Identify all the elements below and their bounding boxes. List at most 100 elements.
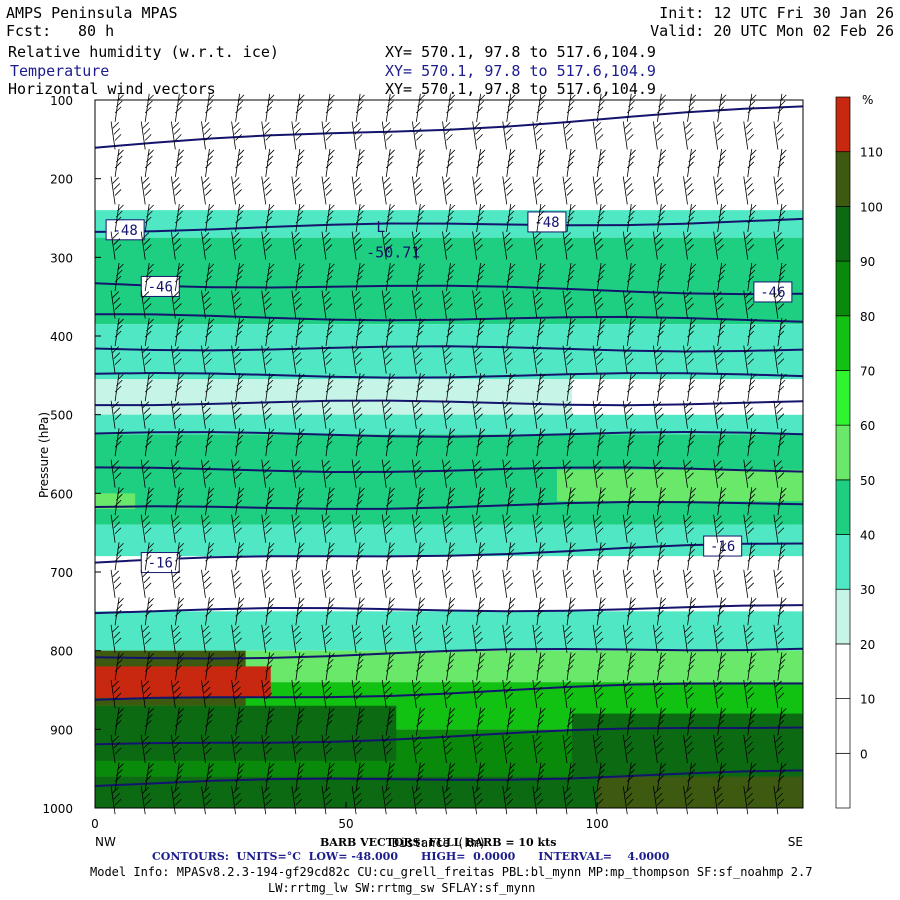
- wind-barb: [687, 148, 697, 177]
- wind-barb: [170, 176, 182, 205]
- wind-barb: [536, 542, 546, 571]
- wind-barb: [777, 318, 787, 347]
- wind-barb: [592, 400, 604, 429]
- wind-barb: [140, 231, 152, 260]
- contour-annotation: -50.71: [366, 243, 420, 261]
- wind-barb: [532, 459, 544, 488]
- wind-barb: [502, 121, 514, 150]
- wind-barb: [592, 290, 604, 319]
- wind-barb: [626, 428, 636, 457]
- wind-barb: [622, 459, 634, 488]
- wind-barb: [170, 290, 182, 319]
- wind-barb: [626, 707, 636, 736]
- y-tick-label: 700: [50, 566, 73, 580]
- wind-barb: [713, 514, 724, 543]
- wind-barb: [773, 400, 785, 429]
- wind-barb: [231, 400, 242, 429]
- wind-barb: [114, 597, 124, 626]
- wind-barb: [446, 487, 456, 516]
- wind-barb: [140, 679, 152, 708]
- wind-barb: [355, 707, 365, 736]
- wind-barb: [777, 542, 787, 571]
- wind-barb: [743, 400, 755, 429]
- colorbar-label: 100: [860, 200, 883, 214]
- wind-barb: [291, 679, 303, 708]
- wind-barb: [265, 318, 275, 347]
- wind-barb: [415, 428, 426, 457]
- wind-barb: [713, 459, 724, 488]
- wind-barb: [201, 231, 212, 260]
- wind-barb: [415, 762, 426, 791]
- wind-barb: [476, 373, 486, 402]
- wind-barb: [174, 318, 185, 347]
- wind-barb: [381, 121, 393, 150]
- wind-barb: [231, 734, 242, 764]
- wind-barb: [261, 624, 273, 653]
- wind-barb: [717, 93, 727, 122]
- wind-barb: [472, 786, 483, 815]
- wind-barb: [235, 762, 245, 791]
- wind-barb: [265, 762, 275, 791]
- wind-barb: [291, 121, 303, 150]
- wind-barb: [291, 231, 303, 260]
- wind-barb: [385, 318, 395, 347]
- wind-barb: [265, 707, 275, 736]
- wind-barb: [355, 93, 365, 122]
- wind-barb: [777, 762, 787, 791]
- wind-barb: [596, 652, 606, 681]
- wind-barb: [532, 569, 544, 598]
- wind-barb: [532, 734, 544, 764]
- wind-barb: [626, 93, 636, 122]
- wind-barb: [536, 487, 546, 516]
- wind-barb: [743, 569, 755, 598]
- wind-barb: [415, 93, 426, 122]
- wind-barb: [140, 734, 152, 764]
- wind-barb: [747, 93, 757, 122]
- wind-barb: [472, 624, 483, 653]
- wind-barb: [385, 373, 395, 402]
- wind-barb: [321, 569, 333, 598]
- wind-barb: [110, 459, 122, 488]
- wind-barb: [442, 734, 453, 764]
- wind-barb: [536, 318, 546, 347]
- wind-barb: [321, 231, 333, 260]
- wind-barb: [652, 569, 664, 598]
- temperature-contour: [94, 313, 804, 323]
- wind-barb: [325, 148, 335, 177]
- wind-barb: [717, 428, 727, 457]
- wind-barb: [683, 345, 694, 374]
- wind-barb: [415, 487, 426, 516]
- wind-barb: [652, 786, 664, 815]
- wind-barb: [205, 148, 215, 177]
- wind-barb: [174, 652, 185, 681]
- wind-barb: [351, 231, 363, 260]
- wind-barb: [476, 93, 486, 122]
- wind-barb: [174, 597, 185, 626]
- wind-barb: [110, 176, 122, 205]
- wind-barb: [140, 290, 152, 319]
- wind-barb: [652, 459, 664, 488]
- wind-barb: [235, 428, 245, 457]
- wind-barb: [472, 679, 483, 708]
- wind-barb: [205, 652, 215, 681]
- wind-barb: [476, 762, 486, 791]
- wind-barb: [205, 318, 215, 347]
- wind-barb: [713, 290, 724, 319]
- wind-barb: [265, 597, 275, 626]
- wind-barb: [325, 542, 335, 571]
- wind-barb: [596, 93, 606, 122]
- y-tick-label: 1000: [42, 802, 73, 816]
- colorbar-label: 50: [860, 474, 875, 488]
- wind-barb: [713, 176, 724, 205]
- wind-barb: [592, 734, 604, 764]
- wind-barb: [351, 569, 363, 598]
- x-tick-label: 0: [91, 817, 99, 831]
- wind-barb: [622, 290, 634, 319]
- wind-barb: [777, 428, 787, 457]
- wind-barb: [683, 400, 694, 429]
- wind-barb: [476, 707, 486, 736]
- wind-barb: [596, 707, 606, 736]
- wind-barb: [351, 400, 363, 429]
- wind-barb: [626, 487, 636, 516]
- contour-label: -48: [112, 223, 137, 239]
